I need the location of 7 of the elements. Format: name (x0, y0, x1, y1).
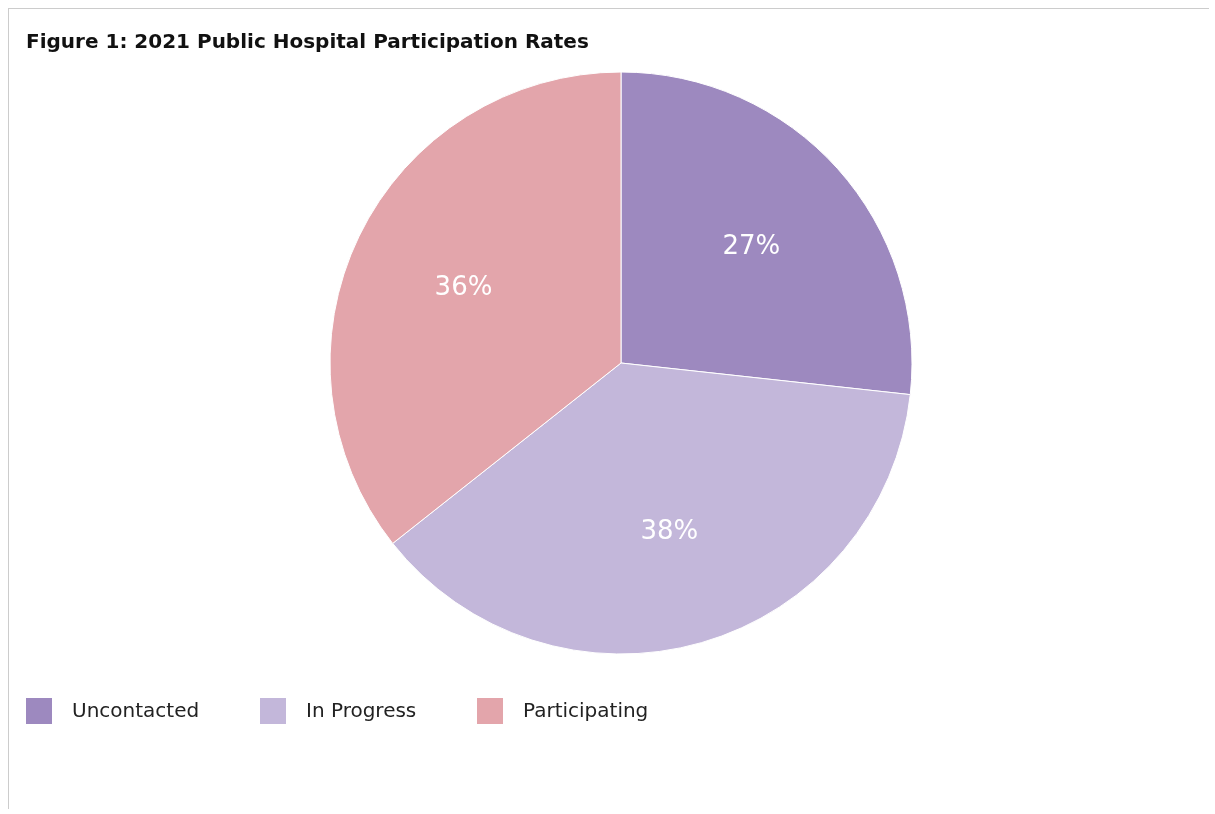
legend-label: Participating (523, 698, 649, 722)
legend-label: In Progress (306, 698, 417, 722)
chart-title: Figure 1: 2021 Public Hospital Participation Rates (26, 29, 589, 53)
data-label: 38% (640, 515, 699, 546)
legend-label: Uncontacted (72, 698, 200, 722)
data-label: 36% (434, 270, 493, 301)
data-label: 27% (722, 230, 781, 261)
